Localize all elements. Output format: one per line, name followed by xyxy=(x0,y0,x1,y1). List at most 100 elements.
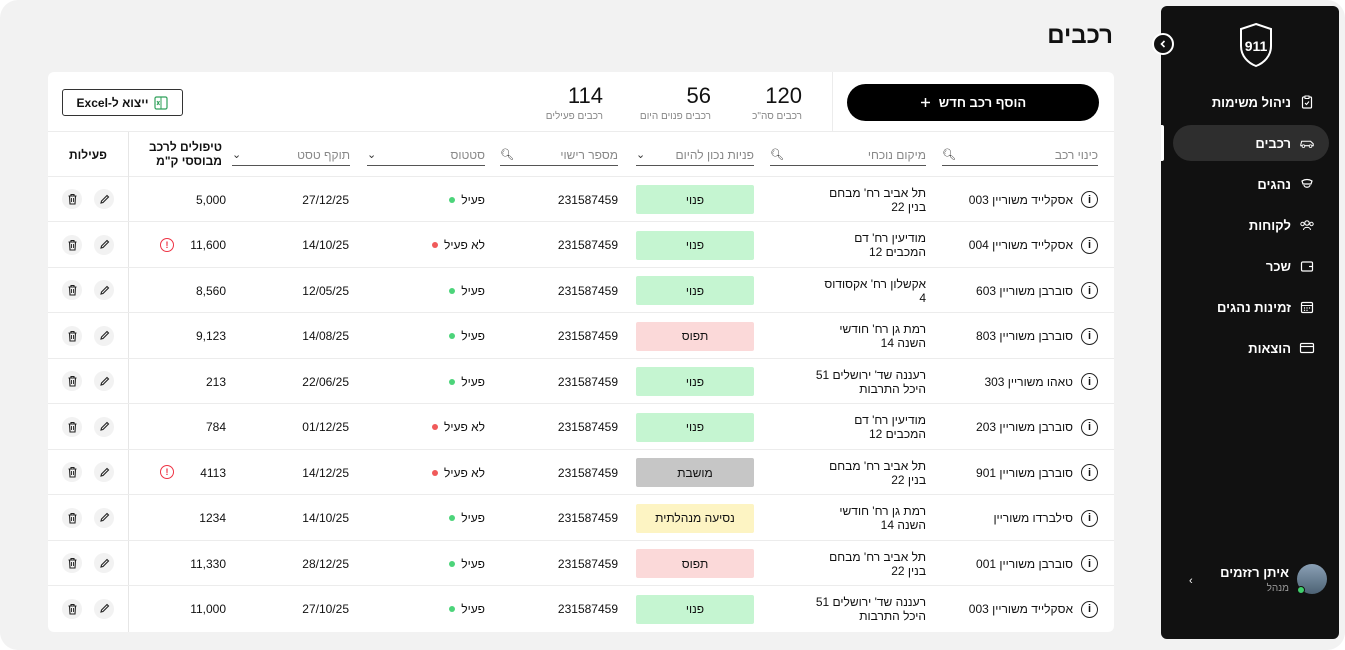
table-row[interactable]: i טאהו משוריין 303 רעננה שד' ירושלים 51 היכ… xyxy=(48,359,1114,405)
delete-button[interactable] xyxy=(62,325,82,346)
delete-button[interactable] xyxy=(62,553,82,573)
add-vehicle-button[interactable]: הוסף רכב חדש xyxy=(847,84,1099,121)
info-icon[interactable]: i xyxy=(1081,418,1098,436)
status-label: פעיל xyxy=(461,556,485,571)
edit-button[interactable] xyxy=(94,462,114,482)
delete-button[interactable] xyxy=(62,598,82,619)
filter-vehicle-name[interactable]: כינוי רכב 🔍︎ xyxy=(942,144,1098,166)
vehicle-name: אסקלייד משוריין 003 xyxy=(968,602,1073,616)
stat-active: 114 רכבים פעילים xyxy=(546,84,603,123)
status-dot xyxy=(449,560,456,567)
sidebar-item-5[interactable]: זמינות נהגים xyxy=(1173,289,1329,325)
info-icon[interactable]: i xyxy=(1081,236,1098,254)
sidebar-item-0[interactable]: ניהול משימות xyxy=(1173,84,1329,120)
column-label: סטטוס xyxy=(450,147,485,162)
table-row[interactable]: i סוברבן משוריין 203 מודיעין רח' דם המכבים … xyxy=(48,405,1114,450)
stat-total: 120 רכבים סה"כ xyxy=(752,84,802,123)
km-treatments: 9,123 xyxy=(195,329,226,343)
vehicle-name: סוברבן משוריין 901 xyxy=(976,465,1073,480)
export-excel-button[interactable]: ייצוא ל-Excel xyxy=(62,89,183,116)
table-row[interactable]: i סילברדו משוריין רמת גן רח' חודשי השנה 14 נ… xyxy=(48,496,1114,541)
delete-button[interactable] xyxy=(62,280,82,300)
card-toolbar: הוסף רכב חדש 120 רכבים סה"כ 56 רכבים פנו… xyxy=(48,72,1114,132)
trash-icon xyxy=(68,284,76,296)
table-row[interactable]: i אסקלייד משוריין 003 תל אביב רח' מבחם בנין… xyxy=(48,177,1114,223)
chevron-right-icon[interactable]: › xyxy=(1189,575,1193,587)
sidebar-item-4[interactable]: שכר xyxy=(1173,248,1329,284)
table-row[interactable]: i סוברבן משוריין 001 תל אביב רח' מבחם בנין … xyxy=(48,541,1114,587)
column-label: תוקף טסט xyxy=(297,147,350,162)
plus-icon xyxy=(920,98,930,107)
edit-button[interactable] xyxy=(94,234,114,255)
toolbar-divider xyxy=(832,72,833,132)
delete-button[interactable] xyxy=(62,416,82,437)
user-profile[interactable]: איתן רזזמים מנהל xyxy=(1220,564,1327,594)
location-line-1: רמת גן רח' חודשי xyxy=(839,504,926,518)
edit-button[interactable] xyxy=(94,189,114,209)
filter-location[interactable]: מיקום נוכחי 🔍︎ xyxy=(770,144,926,166)
table-row[interactable]: i אסקלייד משוריין 003 רעננה שד' ירושלים 51… xyxy=(48,587,1114,632)
info-icon[interactable]: i xyxy=(1081,509,1098,527)
pencil-icon xyxy=(99,558,109,568)
edit-button[interactable] xyxy=(94,280,114,300)
info-icon[interactable]: i xyxy=(1081,373,1098,390)
status-cell: פעיל xyxy=(365,177,485,222)
status-cell: פעיל xyxy=(365,541,485,586)
status-label: פעיל xyxy=(461,374,485,389)
status-dot xyxy=(431,469,438,476)
location-line-1: רעננה שד' ירושלים 51 xyxy=(815,595,926,609)
table-row[interactable]: i סוברבן משוריין 603 אקשלון רח' אקסודוס 4 פנ… xyxy=(48,268,1114,314)
km-treatments: 11,330 xyxy=(190,556,226,571)
delete-button[interactable] xyxy=(62,234,82,255)
info-icon[interactable]: i xyxy=(1081,464,1098,481)
credit-card-icon xyxy=(1299,340,1315,356)
location-cell: רעננה שד' ירושלים 51 היכל התרבות xyxy=(776,587,926,632)
availability-badge: פנוי xyxy=(636,230,754,260)
delete-button[interactable] xyxy=(62,462,82,482)
edit-button[interactable] xyxy=(94,371,114,391)
edit-button[interactable] xyxy=(94,325,114,346)
edit-button[interactable] xyxy=(94,507,114,528)
location-line-2: המכבים 12 xyxy=(868,427,926,441)
status-dot xyxy=(449,287,456,294)
filter-availability[interactable]: פניות נכון להיום ⌄ xyxy=(636,144,754,166)
wallet-icon xyxy=(1299,258,1315,274)
filter-status[interactable]: סטטוס ⌄ xyxy=(367,144,485,166)
info-icon[interactable]: i xyxy=(1081,282,1098,299)
edit-button[interactable] xyxy=(94,553,114,573)
warning-icon[interactable]: ! xyxy=(160,465,174,479)
location-line-2: המכבים 12 xyxy=(868,245,926,259)
km-treatments: 784 xyxy=(205,420,226,434)
info-icon[interactable]: i xyxy=(1081,191,1098,208)
pencil-icon xyxy=(99,239,109,249)
status-dot xyxy=(449,378,456,385)
filter-test-expiry[interactable]: תוקף טסט ⌄ xyxy=(232,144,350,166)
table-row[interactable]: i סוברבן משוריין 901 תל אביב רח' מבחם בנין … xyxy=(48,450,1114,496)
sidebar-item-6[interactable]: הוצאות xyxy=(1173,330,1329,366)
delete-button[interactable] xyxy=(62,507,82,528)
info-icon[interactable]: i xyxy=(1081,555,1098,572)
delete-button[interactable] xyxy=(62,371,82,391)
sidebar-collapse-button[interactable] xyxy=(1152,33,1174,55)
delete-button[interactable] xyxy=(62,189,82,209)
status-label: לא פעיל xyxy=(443,238,485,252)
vehicle-name-cell: i סילברדו משוריין xyxy=(946,496,1098,541)
table-row[interactable]: i סוברבן משוריין 803 רמת גן רח' חודשי השנה … xyxy=(48,314,1114,359)
sidebar-item-2[interactable]: נהגים xyxy=(1173,166,1329,202)
vehicle-name: אסקלייד משוריין 004 xyxy=(968,238,1073,252)
availability-badge: פנוי xyxy=(636,412,754,442)
chevron-left-icon xyxy=(1160,40,1166,48)
location-line-1: אקשלון רח' אקסודוס xyxy=(824,276,926,291)
status-cell: פעיל xyxy=(365,496,485,541)
filter-plate[interactable]: מספר רישוי 🔍︎ xyxy=(500,144,618,166)
info-icon[interactable]: i xyxy=(1081,600,1098,618)
edit-button[interactable] xyxy=(94,598,114,619)
warning-icon[interactable]: ! xyxy=(160,237,174,252)
vehicle-name: סוברבן משוריין 203 xyxy=(976,420,1073,434)
edit-button[interactable] xyxy=(94,416,114,437)
sidebar-item-3[interactable]: לקוחות xyxy=(1173,207,1329,243)
info-icon[interactable]: i xyxy=(1081,327,1098,345)
km-treatments: 213 xyxy=(205,374,226,389)
table-row[interactable]: i אסקלייד משוריין 004 מודיעין רח' דם המכבים… xyxy=(48,223,1114,268)
sidebar-item-1[interactable]: רכבים xyxy=(1173,125,1329,161)
